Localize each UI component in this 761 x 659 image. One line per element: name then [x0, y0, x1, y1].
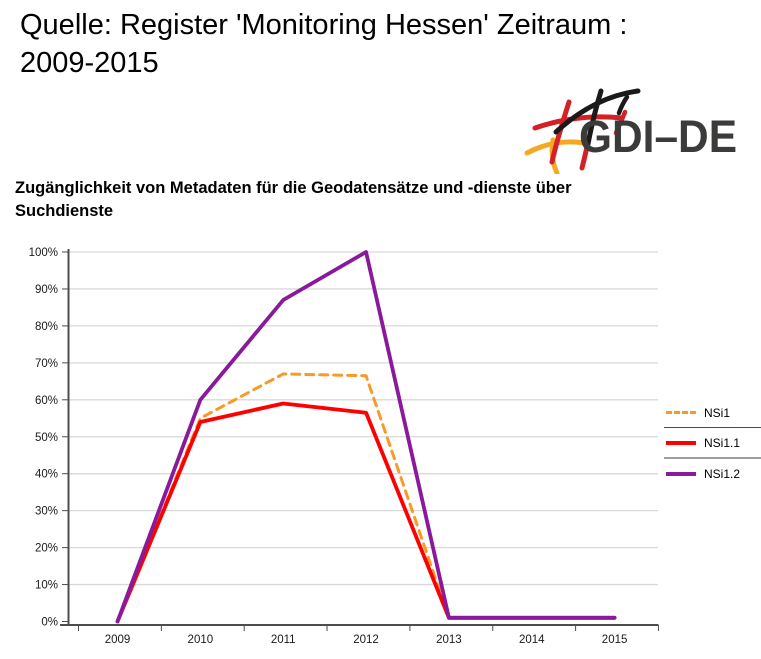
legend-label-nsi1-1: NSi1.1	[704, 435, 741, 450]
y-tick-label: 40%	[35, 469, 58, 481]
y-tick-label: 30%	[35, 506, 58, 518]
gdi-de-logo: GDI–DE	[522, 86, 761, 176]
y-tick-label: 80%	[35, 321, 58, 333]
chart-title-line2: Suchdienste	[15, 202, 114, 221]
legend-swatch-nsi1-2	[666, 471, 696, 476]
y-tick-label: 10%	[35, 580, 58, 592]
chart-title: Zugänglichkeit von Metadaten für die Geo…	[15, 177, 760, 224]
x-tick-label: 2009	[105, 634, 131, 646]
source-title-line2: 2009-2015	[20, 47, 159, 80]
y-axis-labels: 0% 10% 20% 30% 40% 50% 60% 70% 80% 90% 100%	[29, 247, 58, 629]
legend-swatch-nsi1	[666, 411, 696, 414]
logo-text: GDI–DE	[579, 111, 737, 162]
y-tick-label: 70%	[35, 358, 58, 370]
legend-item-nsi1-1: NSi1.1	[664, 428, 761, 459]
axis-ticks	[62, 251, 659, 631]
y-tick-label: 50%	[35, 432, 58, 444]
y-tick-label: 90%	[35, 284, 58, 296]
x-tick-label: 2012	[353, 634, 379, 646]
x-axis-labels: 2009 2010 2011 2012 2013 2014 2015	[105, 634, 628, 646]
x-tick-label: 2011	[271, 634, 296, 646]
axes	[60, 249, 659, 626]
legend-label-nsi1: NSi1	[704, 405, 731, 420]
series-lines	[115, 250, 617, 624]
chart-legend: NSi1 NSi1.1 NSi1.2	[664, 398, 761, 488]
x-tick-label: 2013	[436, 634, 462, 646]
legend-swatch-nsi1-1	[666, 440, 696, 445]
y-tick-label: 100%	[29, 247, 58, 259]
series-line-nsi1.2	[115, 250, 617, 624]
legend-label-nsi1-2: NSi1.2	[704, 466, 741, 481]
y-tick-label: 20%	[35, 543, 58, 555]
source-title-line1: Quelle: Register 'Monitoring Hessen' Zei…	[20, 9, 628, 41]
x-tick-label: 2014	[519, 634, 545, 646]
chart-title-line1: Zugänglichkeit von Metadaten für die Geo…	[15, 179, 572, 197]
gdi-de-logo-graphic: GDI–DE	[524, 88, 737, 176]
source-title: Quelle: Register 'Monitoring Hessen' Zei…	[20, 6, 627, 83]
x-tick-label: 2010	[188, 634, 214, 646]
legend-item-nsi1-2: NSi1.2	[664, 459, 761, 488]
gridlines	[68, 251, 658, 586]
legend-item-nsi1: NSi1	[664, 398, 761, 428]
y-tick-label: 0%	[41, 617, 58, 629]
y-tick-label: 60%	[35, 395, 58, 407]
logo-hash-icon	[524, 88, 641, 176]
x-tick-label: 2015	[602, 634, 628, 646]
